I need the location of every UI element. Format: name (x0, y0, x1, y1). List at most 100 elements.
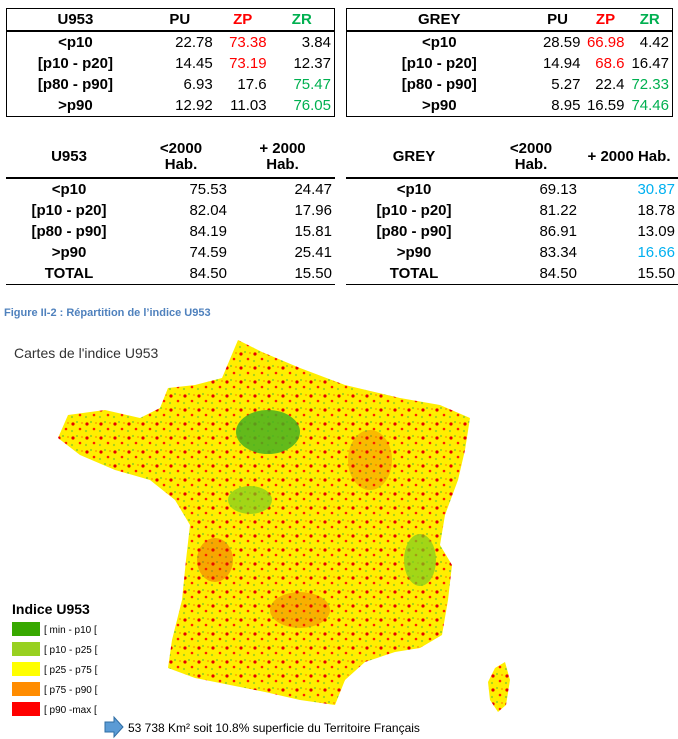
table-cell: 84.50 (132, 263, 230, 285)
table-cell: 84.19 (189, 222, 227, 240)
table-row: >p90 12.92 11.03 76.05 (7, 95, 335, 117)
table-cell: 16.66 (637, 243, 675, 261)
table: U953 <2000 Hab. + 2000 Hab. <p10 75.53 24.47[… (6, 137, 335, 285)
legend-swatch (12, 702, 40, 716)
table-cell: 68.6 (595, 54, 625, 72)
table-cell: ZR (627, 8, 673, 32)
table-cell: >p90 (396, 243, 432, 261)
table-row: TOTAL 84.50 15.50 (346, 263, 678, 285)
red-area (348, 430, 392, 490)
table-cell: 14.94 (542, 54, 581, 72)
table-cell: 18.78 (637, 201, 675, 219)
table-cell: 3.84 (301, 33, 331, 51)
table-cell: TOTAL (6, 263, 132, 285)
table-row: >p90 83.34 16.66 (346, 242, 678, 263)
table-cell: 24.47 (294, 180, 332, 198)
table-cell: >p90 (58, 96, 93, 114)
table-cell: 6.93 (183, 75, 213, 93)
table-row: [p80 - p90] 5.27 22.4 72.33 (347, 74, 673, 95)
table-row: [p80 - p90] 6.93 17.6 75.47 (7, 74, 335, 95)
table-cell: U953 (6, 8, 144, 32)
map-figure: Cartes de l'indice U953 Indice U953 [ mi… (12, 340, 510, 739)
table-cell: 15.81 (294, 222, 332, 240)
table-cell: 81.22 (539, 201, 577, 219)
table-row: [p80 - p90] 86.91 13.09 (346, 221, 678, 242)
table-cell: 73.19 (229, 54, 267, 72)
table-cell: 12.92 (175, 96, 213, 114)
green-area (236, 410, 300, 454)
table: GREY <2000 Hab. + 2000 Hab. <p10 69.13 30.87[… (346, 137, 678, 285)
table-cell: ZR (269, 8, 335, 32)
legend: [ min - p10 [[ p10 - p25 [[ p25 - p75 [[… (12, 622, 98, 716)
table-cell: GREY (346, 137, 482, 179)
legend-label: [ p90 -max [ (44, 705, 97, 716)
table-cell: + 2000 Hab. (230, 137, 335, 179)
table-cell: 12.37 (293, 54, 331, 72)
map-annotation: 53 738 Km² soit 10.8% superficie du Terr… (128, 721, 420, 735)
table-cell: 17.96 (294, 201, 332, 219)
table-row: <p10 75.53 24.47 (6, 178, 335, 200)
table-cell: 28.59 (542, 33, 581, 51)
table-cell: [p80 - p90] (31, 222, 107, 240)
table-cell: 66.98 (586, 33, 625, 51)
green-area (228, 486, 272, 514)
table-row: <p10 69.13 30.87 (346, 178, 678, 200)
table-cell: TOTAL (346, 263, 482, 285)
table-cell: [p10 - p20] (31, 201, 107, 219)
table-cell: ZP (215, 8, 270, 32)
red-area (270, 592, 330, 628)
table-cell: 15.50 (580, 263, 678, 285)
table-cell: [p10 - p20] (401, 54, 477, 72)
table-cell: 83.34 (539, 243, 577, 261)
header-row: GREY <2000 Hab. + 2000 Hab. (346, 137, 678, 179)
legend-label: [ p75 - p90 [ (44, 685, 98, 696)
table-cell: U953 (6, 137, 132, 179)
table-cell: [p80 - p90] (401, 75, 477, 93)
table-cell: <2000 Hab. (482, 137, 580, 179)
table-cell: PU (143, 8, 216, 32)
table-cell: >p90 (421, 96, 457, 114)
table-cell: <2000 Hab. (132, 137, 230, 179)
header-row: U953 PU ZP ZR (6, 8, 335, 32)
table-cell: 82.04 (189, 201, 227, 219)
table-cell: 73.38 (229, 33, 267, 51)
table-cell: + 2000 Hab. (580, 137, 678, 179)
table-cell: 5.27 (551, 75, 581, 93)
table-cell: 69.13 (539, 180, 577, 198)
red-area (197, 538, 233, 582)
table-row: [p10 - p20] 14.45 73.19 12.37 (7, 53, 335, 74)
table-row: <p10 28.59 66.98 4.42 (347, 31, 673, 53)
table-cell: 86.91 (539, 222, 577, 240)
table-row: >p90 8.95 16.59 74.46 (347, 95, 673, 117)
table-cell: 84.50 (482, 263, 580, 285)
france-map (58, 340, 470, 705)
table-cell: <p10 (396, 180, 432, 198)
table-cell: ZP (583, 8, 628, 32)
table-cell: 75.53 (189, 180, 227, 198)
legend-swatch (12, 662, 40, 676)
table-cell: 4.42 (639, 33, 669, 51)
table: GREY PU ZP ZR <p10 28.59 66.98 4.42 [p10 - p20] 1… (346, 8, 673, 117)
table-cell: 25.41 (294, 243, 332, 261)
table-cell: 15.50 (230, 263, 335, 285)
table-row: [p10 - p20] 14.94 68.6 16.47 (347, 53, 673, 74)
arrow-icon (104, 715, 124, 739)
legend-swatch (12, 682, 40, 696)
table-cell: [p10 - p20] (376, 201, 452, 219)
table-row: >p90 74.59 25.41 (6, 242, 335, 263)
table: U953 PU ZP ZR <p10 22.78 73.38 3.84 [p10 - p20] 1… (6, 8, 335, 117)
table-cell: [p80 - p90] (37, 75, 113, 93)
table-cell: 22.4 (595, 75, 625, 93)
table-cell: 74.46 (631, 96, 669, 114)
legend-swatch (12, 642, 40, 656)
table-cell: [p10 - p20] (37, 54, 113, 72)
table-row: [p10 - p20] 82.04 17.96 (6, 200, 335, 221)
table-cell: 11.03 (230, 96, 267, 114)
table-cell: 72.33 (631, 75, 669, 93)
table-row: [p80 - p90] 84.19 15.81 (6, 221, 335, 242)
table-cell: 13.09 (637, 222, 675, 240)
table-cell: 17.6 (237, 75, 267, 93)
table-cell: 30.87 (637, 180, 675, 198)
table-cell: 8.95 (551, 96, 581, 114)
